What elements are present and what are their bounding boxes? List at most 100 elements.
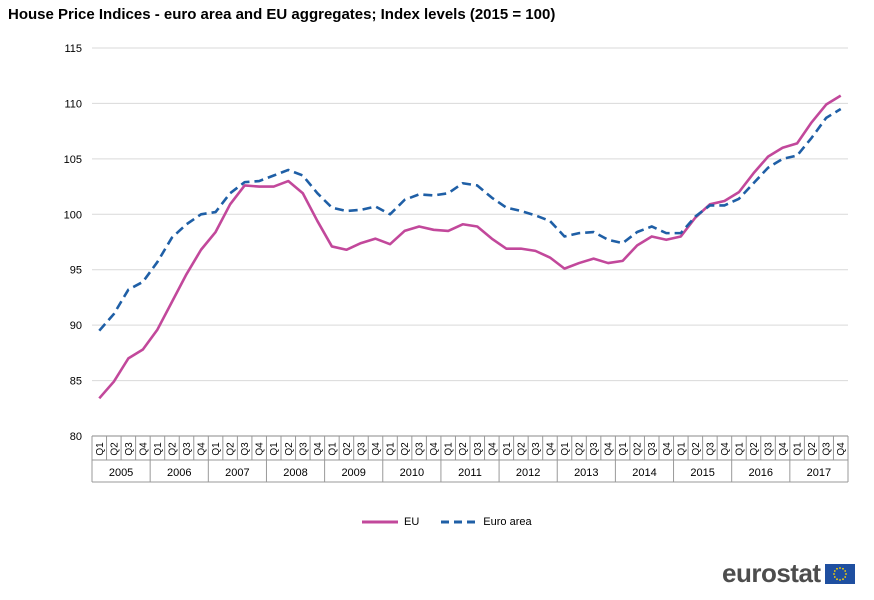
x-tick-label-quarter: Q3 xyxy=(473,442,484,456)
x-tick-label-quarter: Q2 xyxy=(575,442,586,456)
x-tick-label-quarter: Q1 xyxy=(734,442,745,456)
x-tick-label-quarter: Q3 xyxy=(589,442,600,456)
flag-star xyxy=(844,572,847,575)
x-tick-label-quarter: Q3 xyxy=(764,442,775,456)
x-tick-label-quarter: Q1 xyxy=(676,442,687,456)
flag-star xyxy=(843,569,846,572)
x-tick-label-year-2012: 2012 xyxy=(516,467,540,479)
x-tick-label-quarter: Q3 xyxy=(705,442,716,456)
flag-star xyxy=(838,578,841,581)
x-tick-label-quarter: Q3 xyxy=(531,442,542,456)
flag-star xyxy=(838,566,841,569)
x-tick-label-quarter: Q3 xyxy=(647,442,658,456)
x-tick-label-quarter: Q4 xyxy=(371,442,382,456)
x-tick-label-quarter: Q4 xyxy=(778,442,789,456)
eurostat-logo: eurostat xyxy=(722,558,855,589)
x-tick-label-quarter: Q2 xyxy=(749,442,760,456)
x-tick-label-quarter: Q4 xyxy=(487,442,498,456)
x-tick-label-quarter: Q4 xyxy=(662,442,673,456)
x-tick-label-quarter: Q1 xyxy=(618,442,629,456)
series-line-eu xyxy=(98,94,842,400)
x-tick-label-quarter: Q4 xyxy=(255,442,266,456)
x-tick-label-quarter: Q4 xyxy=(720,442,731,456)
flag-star xyxy=(833,575,836,578)
x-tick-label-quarter: Q1 xyxy=(211,442,222,456)
x-tick-label-quarter: Q4 xyxy=(197,442,208,456)
x-tick-label-quarter: Q4 xyxy=(545,442,556,456)
x-tick-label-quarter: Q3 xyxy=(182,442,193,456)
y-tick-label-115: 115 xyxy=(64,43,82,55)
legend-item-eu: EU xyxy=(362,516,419,528)
y-tick-label-100: 100 xyxy=(64,209,82,221)
x-tick-label-quarter: Q2 xyxy=(691,442,702,456)
x-tick-label-quarter: Q2 xyxy=(284,442,295,456)
flag-star xyxy=(843,575,846,578)
x-tick-label-quarter: Q3 xyxy=(822,442,833,456)
x-tick-label-quarter: Q2 xyxy=(109,442,120,456)
series-lines xyxy=(98,94,842,400)
flag-star xyxy=(832,572,835,575)
x-tick-label-year-2014: 2014 xyxy=(632,467,656,479)
flag-star xyxy=(833,569,836,572)
logo-text: eurostat xyxy=(722,558,821,588)
x-tick-label-year-2009: 2009 xyxy=(341,467,365,479)
x-tick-label-quarter: Q2 xyxy=(400,442,411,456)
x-tick-label-year-2013: 2013 xyxy=(574,467,598,479)
x-tick-label-quarter: Q1 xyxy=(95,442,106,456)
legend-swatch-eu xyxy=(362,520,398,524)
x-tick-label-quarter: Q3 xyxy=(240,442,251,456)
legend: EU Euro area xyxy=(362,516,554,528)
flag-star xyxy=(835,567,838,570)
legend-swatch-euro-area xyxy=(441,520,478,524)
series-line-euro-area xyxy=(98,107,842,332)
x-tick-label-quarter: Q2 xyxy=(458,442,469,456)
x-tick-label-quarter: Q1 xyxy=(153,442,164,456)
x-tick-label-quarter: Q2 xyxy=(633,442,644,456)
x-tick-label-quarter: Q4 xyxy=(836,442,847,456)
x-tick-label-year-2005: 2005 xyxy=(109,467,133,479)
y-tick-label-110: 110 xyxy=(64,98,82,110)
flag-star xyxy=(835,577,838,580)
x-tick-label-quarter: Q1 xyxy=(269,442,280,456)
x-tick-label-year-2010: 2010 xyxy=(400,467,424,479)
x-tick-label-year-2016: 2016 xyxy=(749,467,773,479)
legend-label-euro-area: Euro area xyxy=(483,516,532,528)
eu-flag-icon xyxy=(824,563,855,584)
x-tick-label-quarter: Q4 xyxy=(138,442,149,456)
legend-label-eu: EU xyxy=(404,516,420,528)
flag-star xyxy=(841,577,844,580)
gridlines xyxy=(92,47,848,382)
legend-item-euro-area: Euro area xyxy=(441,516,532,528)
y-tick-label-80: 80 xyxy=(70,431,82,443)
x-tick-label-quarter: Q3 xyxy=(124,442,135,456)
x-tick-label-quarter: Q1 xyxy=(386,442,397,456)
x-tick-label-year-2015: 2015 xyxy=(690,467,714,479)
chart-title: House Price Indices - euro area and EU a… xyxy=(8,6,556,23)
y-tick-label-95: 95 xyxy=(70,265,82,277)
x-tick-label-quarter: Q2 xyxy=(167,442,178,456)
y-tick-label-85: 85 xyxy=(70,376,82,388)
x-tick-label-quarter: Q1 xyxy=(444,442,455,456)
x-tick-label-quarter: Q2 xyxy=(342,442,353,456)
x-tick-label-quarter: Q2 xyxy=(807,442,818,456)
x-tick-label-year-2011: 2011 xyxy=(458,467,482,479)
x-tick-label-year-2008: 2008 xyxy=(283,467,307,479)
x-tick-label-year-2007: 2007 xyxy=(225,467,249,479)
x-tick-label-quarter: Q4 xyxy=(429,442,440,456)
x-tick-label-quarter: Q3 xyxy=(356,442,367,456)
x-tick-label-year-2017: 2017 xyxy=(807,467,831,479)
y-tick-label-90: 90 xyxy=(70,320,82,332)
x-tick-label-quarter: Q3 xyxy=(298,442,309,456)
x-tick-label-quarter: Q3 xyxy=(415,442,426,456)
x-tick-label-quarter: Q4 xyxy=(604,442,615,456)
x-tick-label-year-2006: 2006 xyxy=(167,467,191,479)
flag-star xyxy=(841,567,844,570)
x-tick-label-quarter: Q2 xyxy=(226,442,237,456)
x-tick-label-quarter: Q1 xyxy=(793,442,804,456)
x-tick-label-quarter: Q1 xyxy=(560,442,571,456)
x-tick-label-quarter: Q1 xyxy=(327,442,338,456)
x-tick-label-quarter: Q1 xyxy=(502,442,513,456)
y-tick-label-105: 105 xyxy=(64,154,82,166)
x-tick-label-quarter: Q2 xyxy=(516,442,527,456)
